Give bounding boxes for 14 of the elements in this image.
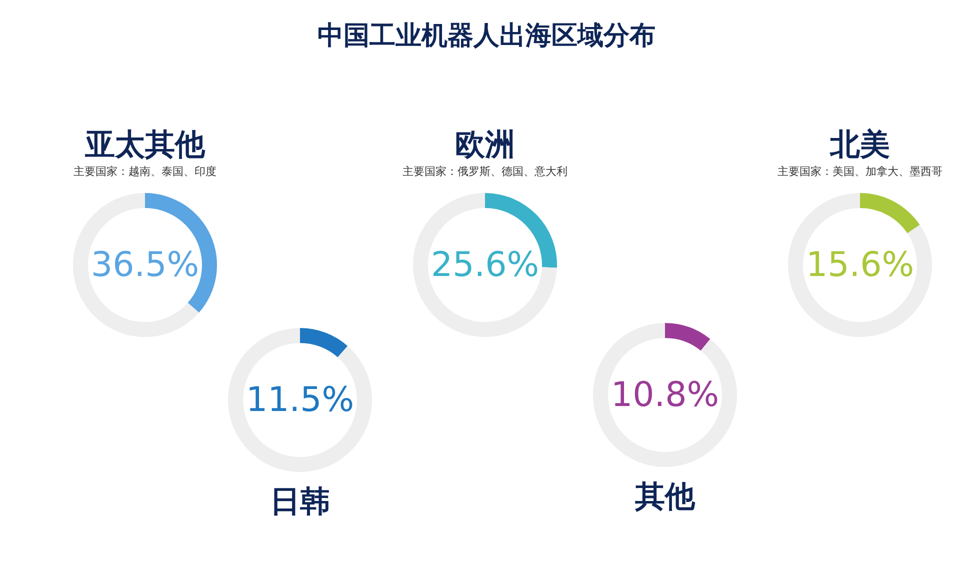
data-label: 11.5% (246, 380, 354, 420)
data-label: 36.5% (90, 245, 200, 285)
chart-title: 欧洲 (455, 128, 515, 162)
chart-subtitle: 主要国家：俄罗斯、德国、意大利 (402, 165, 568, 178)
data-label: 25.6% (430, 245, 540, 285)
text: 中国工业机器人出海区域分布 (316, 20, 656, 53)
text: 日韩 (270, 484, 330, 520)
chart-title: 北美 (829, 128, 890, 162)
chart-subtitle: 主要国家：越南、泰国、印度 (74, 165, 216, 178)
data-label: 15.6% (806, 245, 914, 285)
chart-title: 亚太其他 (84, 128, 206, 162)
text: 其他 (634, 480, 696, 514)
data-label: 10.8% (610, 375, 720, 415)
chart-subtitle: 主要国家：美国、加拿大、墨西哥 (778, 165, 942, 178)
